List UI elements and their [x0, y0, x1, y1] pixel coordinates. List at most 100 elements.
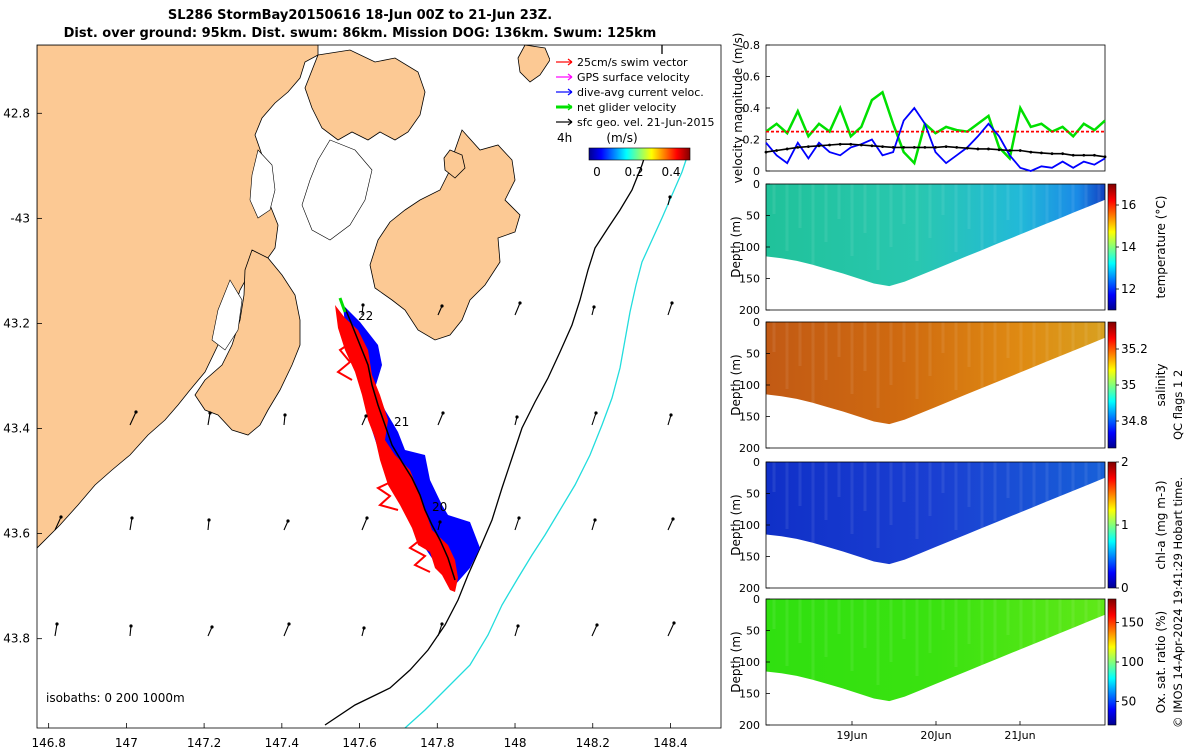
chart-title-line2: Dist. over ground: 95km. Dist. swum: 86k…	[63, 26, 657, 41]
depth-tick-label: 100	[739, 379, 760, 392]
glider-track-line	[344, 307, 456, 581]
velocity-series-point	[912, 145, 916, 149]
geo-velocity-arrowhead	[515, 415, 519, 419]
legend-label: 25cm/s swim vector	[577, 56, 688, 69]
time-tick-label: 20Jun	[920, 729, 951, 742]
map-xtick-label: 147.4	[265, 736, 299, 750]
net-glider-velocity-segment	[338, 297, 347, 313]
time-tick-label: 19Jun	[836, 729, 867, 742]
legend-arrowhead	[567, 88, 573, 96]
velocity-series-point	[1029, 150, 1033, 154]
colorbar-tick-label: 1	[1121, 518, 1129, 532]
salinity-panel: 0 50 100 150 200 Depth (m) 34.8 35 35.2 salinity	[729, 316, 1168, 455]
geo-velocity-arrowhead	[668, 195, 672, 199]
geo-velocity-arrow	[207, 626, 213, 637]
geo-velocity-arrowhead	[669, 413, 673, 417]
colorbar-tick-2: 0.4	[661, 165, 680, 179]
geo-velocity-arrowhead	[594, 411, 598, 415]
depth-tick-label: 150	[739, 411, 760, 424]
colorbar-tick-label: 16	[1121, 198, 1136, 212]
velocity-ytick-label: 0	[753, 165, 760, 178]
map-axis-ticks: 146.8 147 147.2 147.4 147.6 147.8 148 148.2 148.…	[3, 106, 687, 750]
map-xtick-label: 147.2	[187, 736, 221, 750]
isobath-200m	[324, 45, 663, 726]
depth-tick-label: 0	[753, 593, 760, 606]
depth-tick-label: 50	[746, 210, 760, 223]
legend-label: sfc geo. vel. 21-Jun-2015	[577, 116, 714, 129]
profile-data-fill	[766, 599, 1105, 702]
velocity-ylabel: velocity magnitude (m/s)	[731, 33, 745, 184]
velocity-series-point	[817, 144, 821, 148]
panel-colorbar	[1107, 461, 1117, 589]
map-ytick-label: 42.8	[3, 106, 30, 120]
depth-axis-label: Depth (m)	[729, 216, 743, 277]
velocity-series-point	[785, 147, 789, 151]
colorbar-tick-label: 34.8	[1121, 414, 1148, 428]
imos-timestamp: © IMOS 14-Apr-2024 19:41:29 Hobart time.	[1171, 476, 1185, 728]
geo-velocity-arrow	[129, 517, 133, 531]
bays	[211, 139, 373, 351]
geo-velocity-arrow	[129, 411, 137, 426]
geo-velocity-arrowhead	[361, 303, 365, 307]
velocity-series-point	[976, 147, 980, 151]
velocity-series-point	[987, 147, 990, 151]
depth-axis-label: Depth (m)	[729, 631, 743, 692]
geo-velocity-arrowhead	[440, 304, 444, 308]
geo-velocity-arrow	[129, 625, 132, 637]
colorbar-tick-label: 2	[1121, 455, 1129, 469]
velocity-series-point	[1071, 153, 1075, 157]
velocity-series-point	[1008, 149, 1012, 152]
velocity-series-point	[1040, 151, 1043, 155]
geo-velocity-arrow	[514, 625, 519, 637]
map-xtick-label: 147.8	[420, 736, 454, 750]
geo-velocity-arrowhead	[438, 520, 442, 524]
swim-vector-envelope	[335, 305, 458, 592]
velocity-series-point	[849, 142, 853, 146]
geo-velocity-arrowhead	[286, 519, 290, 523]
frederick-henry-bay	[301, 139, 373, 241]
geo-velocity-arrowhead	[287, 622, 291, 626]
geo-velocity-arrowhead	[130, 516, 134, 520]
temperature-panel: 0 50 100 150 200 Depth (m) 12 14 16 temperature (…	[729, 178, 1168, 317]
legend-arrowhead	[567, 73, 573, 81]
velocity-series-point	[764, 150, 768, 154]
tasman-peninsula-north	[304, 49, 426, 141]
velocity-series-point	[902, 145, 906, 149]
velocity-series-point	[934, 145, 937, 149]
geo-velocity-arrowhead	[365, 516, 369, 520]
colorbar-tick-1: 0.2	[624, 165, 643, 179]
scale-label-4h: 4h	[557, 131, 572, 145]
velocity-series-point	[796, 145, 800, 149]
depth-tick-label: 50	[746, 488, 760, 501]
legend-arrowhead	[567, 103, 573, 111]
map-ytick-label: 43.6	[3, 527, 30, 541]
depth-tick-label: 50	[746, 348, 760, 361]
velocity-series-line	[765, 90, 1106, 166]
velocity-series-point	[1018, 149, 1022, 152]
geo-velocity-arrow	[361, 517, 368, 531]
geo-velocity-arrowhead	[364, 414, 368, 418]
geo-velocity-arrow	[54, 623, 58, 637]
velocity-series-point	[1061, 152, 1065, 156]
depth-axis-label: Depth (m)	[729, 354, 743, 415]
colorbar-label: Ox. sat. ratio (%)	[1154, 611, 1168, 713]
geostrophic-velocity-arrows	[54, 195, 676, 637]
geo-velocity-arrowhead	[208, 411, 212, 415]
geo-velocity-arrow	[437, 412, 444, 426]
map-frame	[36, 44, 722, 729]
colorbar-tick-label: 150	[1121, 616, 1144, 630]
map-colorbar	[588, 147, 691, 161]
geo-velocity-arrowhead	[207, 518, 211, 522]
map-xtick-label: 146.8	[31, 736, 65, 750]
small-island	[443, 149, 466, 179]
inner-channel	[211, 279, 243, 351]
geo-velocity-arrowhead	[283, 413, 287, 417]
track-day-label-20: 20	[432, 500, 447, 514]
velocity-series-point	[870, 144, 874, 148]
geo-velocity-arrow	[514, 302, 521, 316]
depth-tick-label: 200	[739, 582, 760, 595]
velocity-series-point	[965, 146, 969, 150]
velocity-series-point	[1050, 152, 1054, 156]
track-day-label-21: 21	[394, 415, 409, 429]
